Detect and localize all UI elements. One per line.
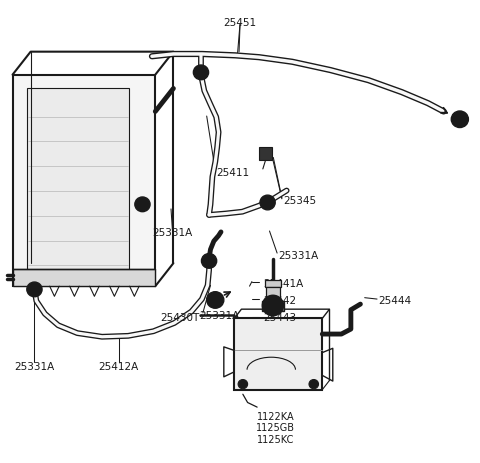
Text: 25443: 25443 <box>263 313 296 323</box>
Bar <box>27 89 129 270</box>
Circle shape <box>193 66 209 81</box>
Text: 25441A: 25441A <box>263 278 303 288</box>
Circle shape <box>309 380 319 389</box>
Circle shape <box>207 292 224 308</box>
Text: 25331A: 25331A <box>152 227 192 238</box>
Text: 25451: 25451 <box>223 18 257 28</box>
Text: 1125KC: 1125KC <box>257 434 294 444</box>
Circle shape <box>451 112 468 128</box>
Bar <box>266 288 279 300</box>
Circle shape <box>202 254 216 269</box>
Circle shape <box>31 287 38 293</box>
Circle shape <box>198 70 204 76</box>
Text: 25411: 25411 <box>216 168 249 178</box>
Text: 1125GB: 1125GB <box>256 422 295 432</box>
Text: 1122KA: 1122KA <box>257 411 295 421</box>
Text: 25331A: 25331A <box>278 251 318 261</box>
Circle shape <box>27 282 42 297</box>
Circle shape <box>139 201 146 208</box>
Circle shape <box>263 296 283 316</box>
Circle shape <box>205 258 213 265</box>
Circle shape <box>135 198 150 212</box>
Circle shape <box>238 380 248 389</box>
Text: 25442: 25442 <box>263 295 296 305</box>
Bar <box>259 148 272 160</box>
Text: c: c <box>457 115 462 125</box>
Bar <box>234 319 322 390</box>
Bar <box>12 269 156 287</box>
Circle shape <box>260 196 275 210</box>
Bar <box>12 75 156 287</box>
Bar <box>263 302 284 312</box>
Circle shape <box>264 200 271 206</box>
Text: 25430T: 25430T <box>160 313 200 323</box>
Bar <box>265 280 280 288</box>
Text: 25412A: 25412A <box>98 361 139 371</box>
Text: 25331A: 25331A <box>14 361 55 371</box>
Text: 25345: 25345 <box>283 196 316 206</box>
Text: 25331A: 25331A <box>200 310 240 320</box>
Text: 25444: 25444 <box>378 295 411 305</box>
Text: c: c <box>213 296 218 305</box>
